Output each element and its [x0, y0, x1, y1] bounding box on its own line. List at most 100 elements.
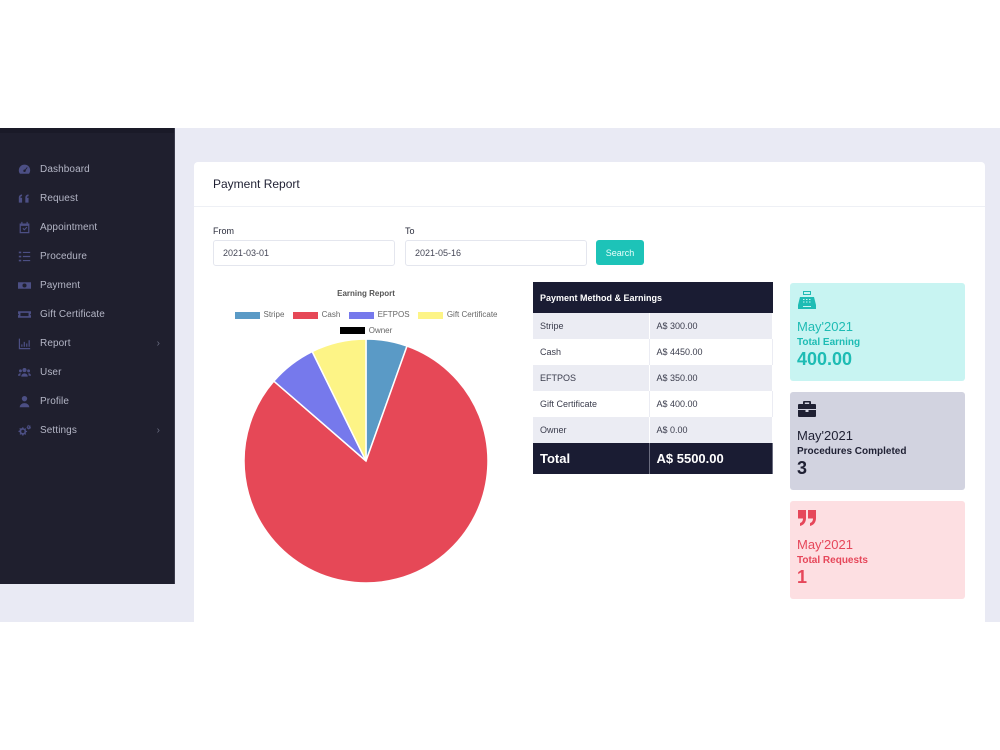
from-date-input[interactable]: [213, 240, 395, 266]
pie-slice-cash[interactable]: [243, 345, 489, 584]
earning-report-chart: Earning Report Stripe Cash EFTPOS Gift C…: [214, 280, 518, 600]
sidebar-item-label: Settings: [40, 425, 77, 436]
stat-label: Total Earning: [797, 337, 861, 348]
chevron-right-icon: ›: [156, 425, 160, 436]
method-cell: EFTPOS: [533, 365, 650, 391]
sidebar-item-user[interactable]: User: [0, 358, 174, 387]
legend-item-cash[interactable]: Cash: [292, 308, 341, 322]
sidebar-item-gift-certificate[interactable]: Gift Certificate: [0, 300, 174, 329]
sidebar-item-label: Gift Certificate: [40, 309, 105, 320]
page-title: Payment Report: [213, 177, 300, 191]
stat-card-total-earning: May'2021 Total Earning 400.00: [790, 283, 965, 381]
cash-register-icon: [797, 290, 958, 315]
stat-label: Total Requests: [797, 555, 868, 566]
method-cell: Gift Certificate: [533, 391, 650, 417]
legend-label: Owner: [368, 325, 393, 335]
app-shell: Dashboard Request Appointment Procedure …: [0, 128, 1000, 622]
sidebar-nav: Dashboard Request Appointment Procedure …: [0, 133, 174, 445]
total-value: A$ 5500.00: [649, 443, 773, 474]
method-cell: Stripe: [533, 313, 650, 339]
to-label: To: [405, 226, 415, 236]
legend-swatch: [417, 311, 443, 319]
stat-month: May'2021: [797, 537, 853, 552]
users-icon: [17, 366, 31, 380]
legend-label: Cash: [321, 310, 341, 319]
cogs-icon: [17, 424, 31, 438]
payment-report-card: Payment Report From To Search Earning Re…: [194, 162, 985, 622]
legend-label: EFTPOS: [377, 310, 410, 319]
legend-label: Gift Certificate: [446, 310, 498, 319]
sidebar-item-label: Report: [40, 338, 71, 349]
sidebar: Dashboard Request Appointment Procedure …: [0, 128, 175, 584]
sidebar-item-procedure[interactable]: Procedure: [0, 242, 174, 271]
amount-cell: A$ 4450.00: [649, 339, 773, 365]
legend-item-eftpos[interactable]: EFTPOS: [348, 308, 410, 322]
list-check-icon: [17, 250, 31, 264]
date-filter-form: From To Search: [213, 226, 985, 270]
sidebar-item-request[interactable]: Request: [0, 184, 174, 213]
search-button[interactable]: Search: [596, 240, 644, 265]
to-field: To: [405, 226, 587, 266]
stat-month: May'2021: [797, 428, 853, 443]
card-header: Payment Report: [194, 162, 985, 207]
legend-item-owner[interactable]: Owner: [339, 324, 393, 338]
legend-swatch: [234, 311, 260, 319]
stat-card-procedures-completed: May'2021 Procedures Completed 3: [790, 392, 965, 490]
table-row: Owner A$ 0.00: [533, 417, 773, 443]
money-bill-icon: [17, 279, 31, 293]
stat-label: Procedures Completed: [797, 446, 907, 457]
to-date-input[interactable]: [405, 240, 587, 266]
amount-cell: A$ 300.00: [649, 313, 773, 339]
pie-slice-gift-certificate[interactable]: [311, 338, 367, 462]
chevron-right-icon: ›: [156, 338, 160, 349]
table-header: Payment Method & Earnings: [533, 282, 773, 313]
sidebar-item-payment[interactable]: Payment: [0, 271, 174, 300]
chart-title: Earning Report: [337, 289, 395, 298]
sidebar-topbar: [0, 128, 174, 133]
table-row: Cash A$ 4450.00: [533, 339, 773, 365]
sidebar-item-label: Payment: [40, 280, 81, 291]
table-total-row: Total A$ 5500.00: [533, 443, 773, 474]
method-cell: Owner: [533, 417, 650, 443]
legend-item-stripe[interactable]: Stripe: [234, 308, 285, 322]
quote-right-icon: [797, 508, 958, 533]
briefcase-icon: [797, 399, 958, 424]
amount-cell: A$ 350.00: [649, 365, 773, 391]
sidebar-item-label: Appointment: [40, 222, 98, 233]
stat-value: 1: [797, 567, 808, 587]
quote-icon: [17, 192, 31, 206]
from-field: From: [213, 226, 395, 266]
legend-item-gift-certificate[interactable]: Gift Certificate: [417, 308, 498, 322]
user-icon: [17, 395, 31, 409]
stat-card-total-requests: May'2021 Total Requests 1: [790, 501, 965, 599]
legend-swatch: [339, 327, 365, 334]
bar-chart-icon: [17, 337, 31, 351]
table-row: EFTPOS A$ 350.00: [533, 365, 773, 391]
calendar-check-icon: [17, 221, 31, 235]
legend-label: Stripe: [263, 310, 285, 319]
sidebar-item-label: User: [40, 367, 62, 378]
legend-swatch: [292, 311, 318, 319]
ticket-icon: [17, 308, 31, 322]
method-cell: Cash: [533, 339, 650, 365]
payment-method-table: Payment Method & Earnings Stripe A$ 300.…: [533, 282, 773, 474]
sidebar-item-label: Dashboard: [40, 164, 90, 175]
sidebar-item-profile[interactable]: Profile: [0, 387, 174, 416]
sidebar-item-settings[interactable]: Settings ›: [0, 416, 174, 445]
amount-cell: A$ 400.00: [649, 391, 773, 417]
sidebar-item-label: Profile: [40, 396, 70, 407]
sidebar-item-report[interactable]: Report ›: [0, 329, 174, 358]
sidebar-item-appointment[interactable]: Appointment: [0, 213, 174, 242]
sidebar-item-dashboard[interactable]: Dashboard: [0, 155, 174, 184]
sidebar-item-label: Request: [40, 193, 78, 204]
from-label: From: [213, 226, 234, 236]
dashboard-gauge-icon: [17, 163, 31, 177]
total-label: Total: [533, 443, 650, 474]
chart-legend: Stripe Cash EFTPOS Gift Certificate Owne…: [214, 308, 518, 339]
legend-swatch: [348, 311, 374, 319]
table-row: Gift Certificate A$ 400.00: [533, 391, 773, 417]
amount-cell: A$ 0.00: [649, 417, 773, 443]
table-row: Stripe A$ 300.00: [533, 313, 773, 339]
sidebar-item-label: Procedure: [40, 251, 88, 262]
stat-value: 400.00: [797, 349, 853, 369]
